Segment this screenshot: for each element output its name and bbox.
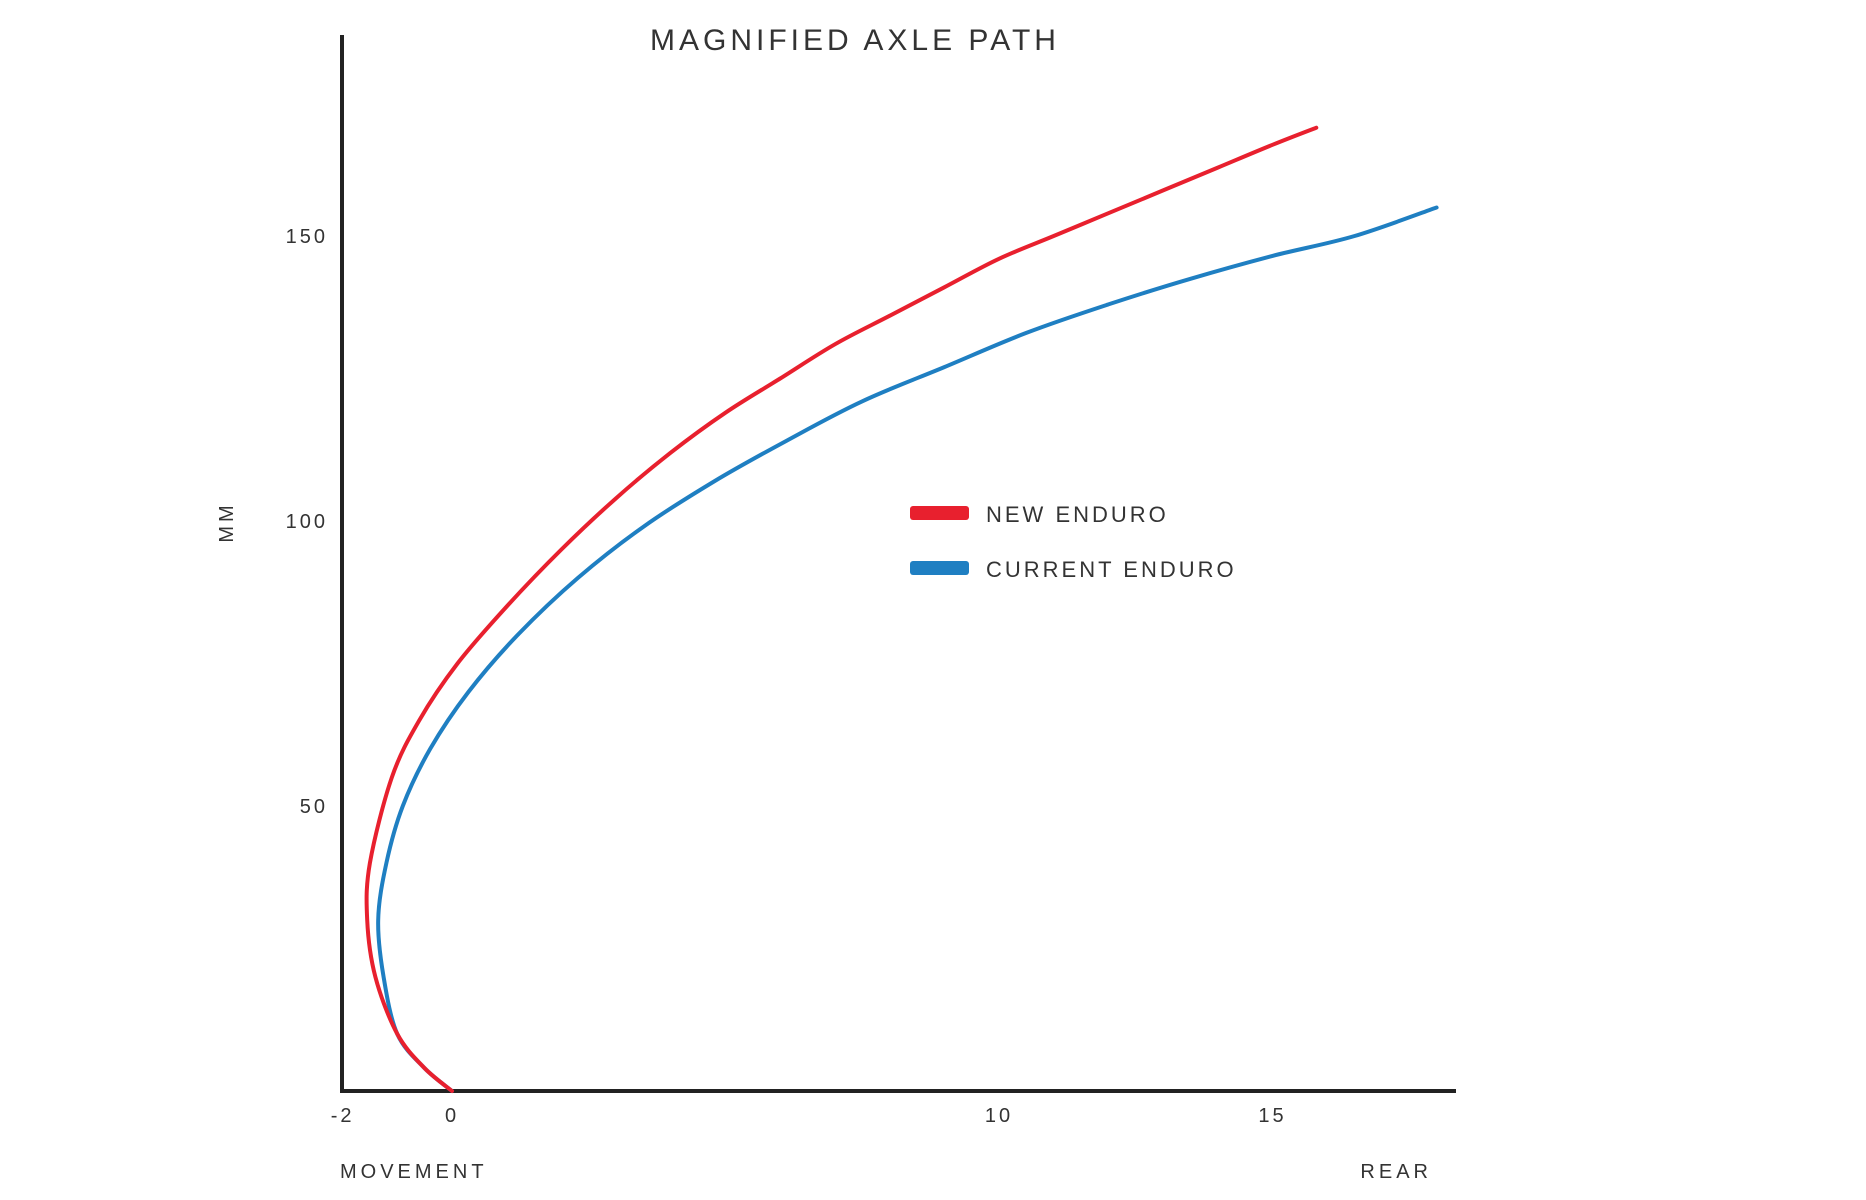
y-tick-label: 100	[286, 511, 328, 533]
series-line-current-enduro	[376, 205, 1439, 1093]
x-tick-label: 10	[985, 1105, 1013, 1127]
legend-swatch-current-enduro	[910, 561, 969, 575]
x-axis-label-right: REAR	[1360, 1161, 1432, 1183]
x-tick-label: 0	[445, 1105, 459, 1127]
x-tick-label: -2	[331, 1105, 355, 1127]
y-tick-label: 50	[300, 796, 328, 818]
x-axis-label-left: MOVEMENT	[340, 1161, 488, 1183]
y-tick-label: 150	[286, 226, 328, 248]
series-lines	[364, 125, 1439, 1093]
legend-label-new-enduro: NEW ENDURO	[986, 502, 1169, 527]
legend-swatch-new-enduro	[910, 506, 969, 520]
chart-title: MAGNIFIED AXLE PATH	[650, 24, 1060, 57]
y-tick-labels: 50 100 150	[286, 226, 328, 818]
series-line-new-enduro	[364, 125, 1319, 1093]
legend: NEW ENDURO CURRENT ENDURO	[910, 502, 1237, 582]
y-axis-label: MM	[216, 501, 238, 542]
x-tick-labels: -2 0 10 15	[331, 1105, 1286, 1127]
legend-label-current-enduro: CURRENT ENDURO	[986, 557, 1237, 582]
x-tick-label: 15	[1258, 1105, 1286, 1127]
